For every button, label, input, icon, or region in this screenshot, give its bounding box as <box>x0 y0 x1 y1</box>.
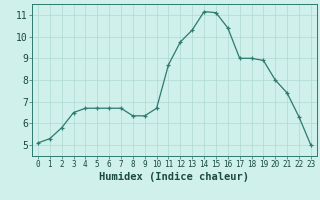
X-axis label: Humidex (Indice chaleur): Humidex (Indice chaleur) <box>100 172 249 182</box>
